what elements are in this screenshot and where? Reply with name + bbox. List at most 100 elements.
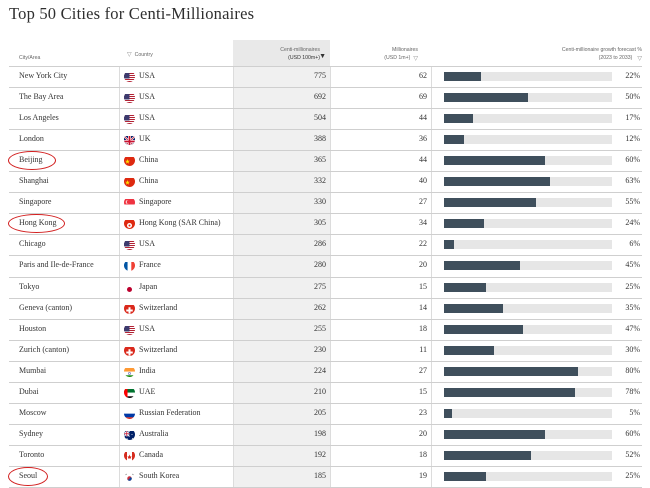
us-flag-icon [124, 71, 135, 82]
country-name: UAE [139, 386, 156, 396]
uk-flag-icon [124, 134, 135, 146]
row-divider [9, 255, 642, 257]
growth-bar-track [444, 135, 612, 145]
australia-flag-icon [124, 429, 135, 440]
growth-header-sub: (2023 to 2033) [598, 55, 633, 61]
table-row[interactable]: Paris and Ile-de-France France 280 20 45% [0, 255, 650, 276]
growth-bar [444, 345, 495, 355]
growth-bar-track [444, 408, 612, 418]
city-name: London [19, 134, 44, 144]
filter-icon[interactable]: ▽ [127, 52, 132, 58]
millionaires-value: 19 [419, 470, 427, 480]
growth-bar [444, 198, 537, 208]
table-row[interactable]: Seoul South Korea 185 19 25% [0, 466, 650, 487]
table-row[interactable]: Dubai UAE 210 15 78% [0, 382, 650, 403]
table-row[interactable]: Los Angeles USA 504 44 17% [0, 108, 650, 129]
country-name: India [139, 365, 156, 375]
city-name: Dubai [19, 386, 39, 396]
table-row[interactable]: London UK 388 36 12% [0, 129, 650, 150]
column-header-centi-millionaires[interactable]: Centi-millionaires (USD 100m+) ▼ [233, 40, 330, 66]
china-flag-icon [124, 176, 135, 188]
growth-bar-track [444, 72, 612, 81]
column-header-country[interactable]: ▽ Country [127, 51, 153, 59]
row-divider [9, 444, 642, 446]
centi-millionaires-value: 280 [314, 260, 326, 270]
centi-millionaires-value: 224 [314, 365, 326, 375]
growth-percent: 52% [625, 449, 640, 459]
india-flag-icon [124, 366, 135, 377]
table-row[interactable]: Moscow Russian Federation 205 23 5% [0, 403, 650, 424]
growth-bar [444, 324, 523, 334]
growth-bar [444, 156, 545, 166]
city-name: Los Angeles [19, 113, 59, 123]
growth-percent: 25% [625, 470, 640, 480]
filter-icon[interactable]: ▽ [637, 56, 642, 62]
filter-icon[interactable]: ▽ [413, 56, 418, 62]
table-row[interactable]: Sydney Australia 198 20 60% [0, 424, 650, 445]
centi-millionaires-value: 205 [314, 407, 326, 417]
column-header-growth[interactable]: Centi-millionaire growth forecast % (202… [431, 40, 642, 66]
table-row[interactable]: Toronto Canada 192 18 52% [0, 445, 650, 466]
switzerland-flag-icon [124, 345, 135, 356]
table-row[interactable]: New York City USA 775 62 22% [0, 66, 650, 87]
table-row[interactable]: Mumbai India 224 27 80% [0, 361, 650, 382]
red-annotation-circle [8, 466, 48, 486]
row-divider [9, 381, 642, 383]
table-row[interactable]: Shanghai China 332 40 63% [0, 171, 650, 192]
growth-bar [444, 429, 545, 439]
centi-millionaires-value: 388 [314, 134, 326, 144]
millionaires-value: 40 [419, 176, 427, 186]
growth-percent: 17% [625, 113, 640, 123]
city-name: The Bay Area [19, 92, 64, 102]
growth-percent: 6% [629, 239, 640, 249]
millionaires-value: 14 [419, 302, 427, 312]
country-name: Singapore [139, 197, 172, 207]
country-name: Hong Kong (SAR China) [139, 218, 221, 228]
country-name: Japan [139, 281, 158, 291]
row-divider [9, 87, 642, 89]
growth-percent: 30% [625, 344, 640, 354]
table-row[interactable]: Geneva (canton) Switzerland 262 14 35% [0, 298, 650, 319]
table-row[interactable]: Beijing China 365 44 60% [0, 150, 650, 171]
row-divider [9, 234, 642, 236]
country-name: USA [139, 92, 156, 102]
millionaires-value: 20 [419, 428, 427, 438]
country-name: China [139, 155, 159, 165]
millionaires-value: 11 [419, 344, 427, 354]
growth-bar-track [444, 219, 612, 229]
centi-header-label: Centi-millionaires [280, 47, 320, 53]
header-divider [9, 66, 642, 67]
country-name: USA [139, 239, 156, 249]
millionaires-value: 69 [419, 92, 427, 102]
page-title: Top 50 Cities for Centi-Millionaires [9, 4, 255, 23]
table-row[interactable]: Singapore Singapore 330 27 55% [0, 192, 650, 213]
growth-bar [444, 72, 481, 81]
table-row[interactable]: Hong Kong Hong Kong (SAR China) 305 34 24% [0, 213, 650, 234]
sort-desc-icon[interactable]: ▼ [319, 53, 326, 60]
column-header-city[interactable]: City/Area [19, 55, 40, 61]
hongkong-flag-icon [124, 218, 135, 230]
growth-bar-track [444, 429, 612, 439]
growth-bar [444, 366, 579, 376]
table-row[interactable]: Houston USA 255 18 47% [0, 319, 650, 340]
row-divider [9, 171, 642, 173]
mil-header-label: Millionaires [392, 47, 418, 53]
table-row[interactable]: Zurich (canton) Switzerland 230 11 30% [0, 340, 650, 361]
city-name: Zurich (canton) [19, 344, 69, 354]
millionaires-value: 36 [419, 134, 427, 144]
us-flag-icon [124, 239, 135, 251]
millionaires-value: 15 [419, 281, 427, 291]
centi-millionaires-value: 230 [314, 344, 326, 354]
table-row[interactable]: Chicago USA 286 22 6% [0, 234, 650, 255]
row-divider [9, 339, 642, 341]
growth-header-label: Centi-millionaire growth forecast % [561, 47, 642, 53]
table-row[interactable]: Tokyo Japan 275 15 25% [0, 277, 650, 298]
growth-bar-track [444, 198, 612, 208]
country-header-label: Country [134, 51, 153, 58]
centi-millionaires-value: 275 [314, 281, 326, 291]
table-row[interactable]: The Bay Area USA 692 69 50% [0, 87, 650, 108]
japan-flag-icon [124, 282, 135, 293]
column-header-millionaires[interactable]: Millionaires (USD 1m+) ▽ [331, 40, 428, 66]
city-name: Paris and Ile-de-France [19, 260, 94, 270]
city-name: Mumbai [19, 365, 47, 375]
